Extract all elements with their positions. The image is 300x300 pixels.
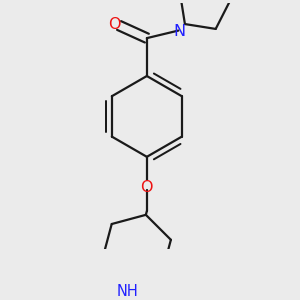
Text: NH: NH xyxy=(117,284,139,299)
Text: O: O xyxy=(141,180,153,195)
Text: N: N xyxy=(173,24,185,39)
Text: O: O xyxy=(108,17,120,32)
